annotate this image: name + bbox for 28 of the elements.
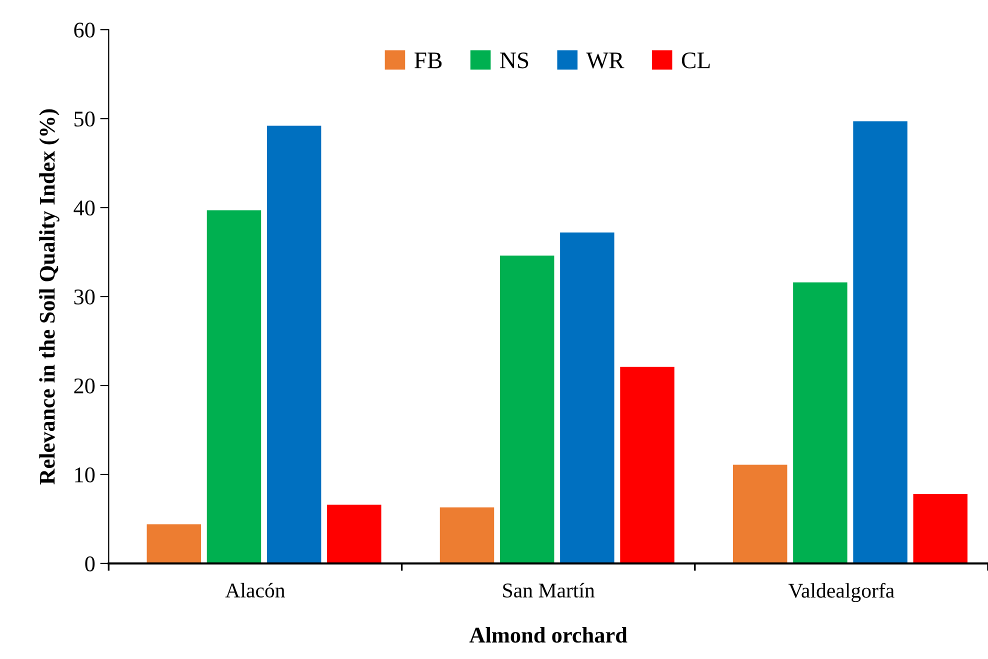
bar bbox=[206, 210, 262, 564]
bar bbox=[327, 504, 382, 564]
legend-label: FB bbox=[414, 52, 442, 68]
bar bbox=[732, 464, 788, 564]
bar bbox=[146, 524, 202, 564]
bar bbox=[266, 126, 322, 564]
bar bbox=[560, 232, 614, 564]
y-tick-label: 0 bbox=[85, 556, 95, 572]
y-tick-label: 50 bbox=[74, 112, 95, 127]
bar bbox=[793, 282, 848, 564]
legend-label: CL bbox=[682, 52, 710, 68]
bar bbox=[853, 121, 908, 564]
legend-label: NS bbox=[500, 52, 528, 68]
x-tick-label: Valdealgorfa bbox=[788, 582, 894, 602]
x-tick-label: San Martín bbox=[503, 582, 595, 598]
y-tick-label: 10 bbox=[75, 467, 95, 482]
y-tick-label: 20 bbox=[74, 378, 95, 394]
bar bbox=[913, 494, 968, 564]
y-tick-label: 60 bbox=[74, 22, 95, 38]
bar bbox=[440, 507, 494, 564]
legend-label: WR bbox=[586, 52, 624, 68]
y-tick-label: 30 bbox=[74, 289, 95, 304]
x-tick-label: Alacón bbox=[225, 582, 285, 598]
y-tick-label: 40 bbox=[74, 200, 95, 216]
x-axis-title: Almond orchard bbox=[469, 627, 628, 643]
y-axis-title: Relevance in the Soil Quality Index (%) bbox=[39, 109, 60, 484]
bar bbox=[620, 366, 674, 564]
bar bbox=[500, 256, 554, 564]
